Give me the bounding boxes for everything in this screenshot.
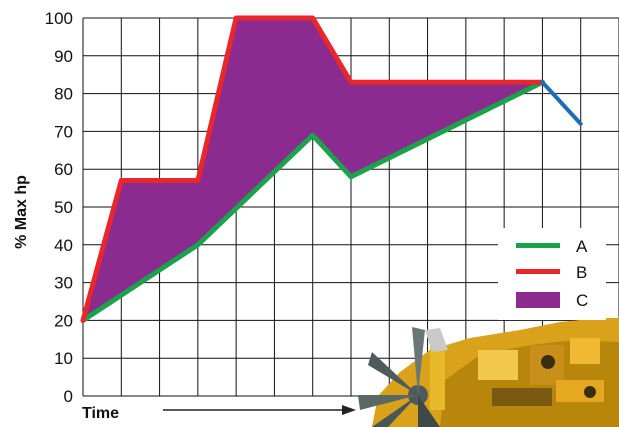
y-tick-label: 60 [54, 160, 73, 179]
legend-label-b: B [576, 263, 587, 282]
legend-item-b: B [516, 263, 587, 282]
y-tick-label: 30 [54, 274, 73, 293]
extension-line [540, 80, 583, 126]
y-tick-labels: 0 10 20 30 40 50 60 70 80 90 100 [45, 9, 73, 406]
legend-swatch-c [516, 292, 560, 308]
y-axis-title: % Max hp [13, 175, 30, 249]
x-axis-title: Time [82, 405, 119, 422]
y-tick-label: 40 [54, 236, 73, 255]
legend-item-a: A [516, 237, 588, 256]
y-tick-label: 70 [54, 122, 73, 141]
engine-photo [358, 318, 619, 427]
y-tick-label: 20 [54, 311, 73, 330]
legend: A B C [498, 228, 606, 320]
series-b-line [80, 15, 545, 323]
time-arrow [163, 405, 356, 415]
legend-label-a: A [576, 237, 588, 256]
legend-label-c: C [576, 291, 588, 310]
legend-item-c: C [516, 291, 588, 310]
y-tick-label: 80 [54, 85, 73, 104]
y-tick-label: 90 [54, 47, 73, 66]
series-a-line [80, 79, 545, 323]
y-tick-label: 10 [54, 349, 73, 368]
y-tick-label: 0 [64, 387, 73, 406]
y-tick-label: 50 [54, 198, 73, 217]
legend-swatch-a [516, 243, 560, 248]
legend-swatch-b [516, 269, 560, 274]
y-tick-label: 100 [45, 9, 73, 28]
chart-marks [80, 15, 583, 323]
